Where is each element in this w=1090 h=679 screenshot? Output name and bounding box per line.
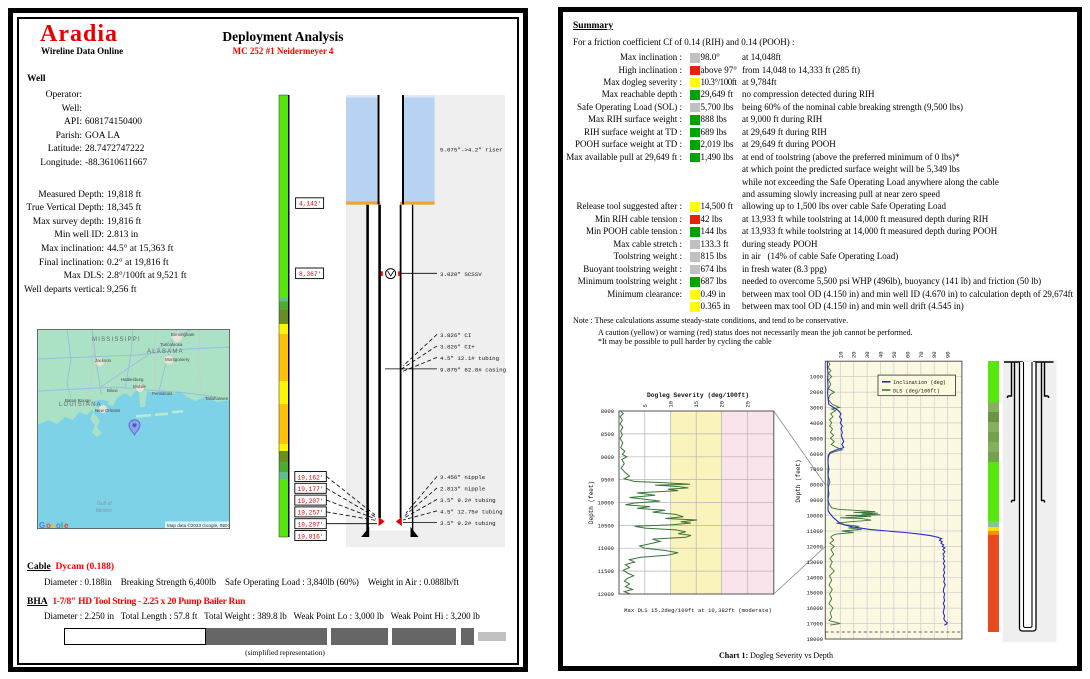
svg-text:o: o xyxy=(46,521,51,529)
svg-text:17000: 17000 xyxy=(806,621,823,628)
svg-text:19,257': 19,257' xyxy=(298,510,324,517)
svg-text:10: 10 xyxy=(668,401,675,408)
svg-text:Biloxi: Biloxi xyxy=(107,388,118,393)
svg-text:Tallahassee: Tallahassee xyxy=(205,396,229,401)
svg-text:19,816': 19,816' xyxy=(298,533,324,540)
svg-text:Depth (feet): Depth (feet) xyxy=(795,459,802,502)
svg-text:3.5" 9.2# tubing: 3.5" 9.2# tubing xyxy=(440,497,496,504)
svg-text:G: G xyxy=(39,521,45,529)
svg-text:1000: 1000 xyxy=(810,374,823,381)
svg-text:3.826" CI+: 3.826" CI+ xyxy=(440,344,475,351)
svg-text:Tuscaloosa: Tuscaloosa xyxy=(160,342,183,347)
svg-text:Max DLS 15.2deg/100ft at 10,38: Max DLS 15.2deg/100ft at 10,382ft (moder… xyxy=(624,607,772,614)
svg-text:10500: 10500 xyxy=(597,522,614,529)
svg-text:4000: 4000 xyxy=(810,420,823,427)
svg-text:12000: 12000 xyxy=(597,591,614,598)
svg-text:Dogleg Severity (deg/100ft): Dogleg Severity (deg/100ft) xyxy=(647,392,749,399)
svg-text:5: 5 xyxy=(642,404,649,407)
svg-text:10000: 10000 xyxy=(806,513,823,520)
svg-text:9000: 9000 xyxy=(601,454,614,461)
svg-text:19,207': 19,207' xyxy=(298,498,324,505)
svg-text:13000: 13000 xyxy=(806,559,823,566)
svg-text:11000: 11000 xyxy=(597,545,614,552)
svg-text:4,142': 4,142' xyxy=(299,201,321,208)
svg-text:8000: 8000 xyxy=(810,482,823,489)
svg-text:19,162': 19,162' xyxy=(298,474,324,481)
svg-text:Pensacola: Pensacola xyxy=(152,391,173,396)
svg-text:20: 20 xyxy=(851,351,858,358)
svg-text:Montgomery: Montgomery xyxy=(165,357,190,362)
svg-text:5.075"->4.2" riser: 5.075"->4.2" riser xyxy=(440,147,503,154)
svg-text:10: 10 xyxy=(837,351,844,358)
svg-text:70: 70 xyxy=(918,351,925,358)
svg-text:40: 40 xyxy=(878,351,885,358)
svg-text:LOUISIANA: LOUISIANA xyxy=(59,402,102,408)
svg-text:2.813" nipple: 2.813" nipple xyxy=(440,486,486,493)
svg-text:3.5" 9.2# tubing: 3.5" 9.2# tubing xyxy=(440,520,496,527)
svg-text:8500: 8500 xyxy=(601,431,614,438)
svg-text:Baton Rouge: Baton Rouge xyxy=(65,398,91,403)
svg-text:g: g xyxy=(56,521,61,529)
svg-text:9.875" 62.8# casing: 9.875" 62.8# casing xyxy=(440,367,506,374)
svg-text:6000: 6000 xyxy=(810,451,823,458)
svg-text:30: 30 xyxy=(864,351,871,358)
svg-text:12000: 12000 xyxy=(806,543,823,550)
svg-text:Inclination (deg): Inclination (deg) xyxy=(893,380,946,386)
svg-text:90: 90 xyxy=(945,351,952,358)
svg-text:20: 20 xyxy=(719,401,726,408)
svg-text:4.5" 12.1# tubing: 4.5" 12.1# tubing xyxy=(440,355,499,362)
svg-text:3.826" CI: 3.826" CI xyxy=(440,332,471,339)
svg-text:8,367': 8,367' xyxy=(299,271,321,278)
svg-text:l: l xyxy=(61,521,63,529)
svg-text:2000: 2000 xyxy=(810,389,823,396)
svg-text:19,177': 19,177' xyxy=(298,486,324,493)
svg-text:15000: 15000 xyxy=(806,590,823,597)
svg-text:MISSISSIPPI: MISSISSIPPI xyxy=(92,337,141,343)
svg-text:11000: 11000 xyxy=(806,528,823,535)
svg-text:8000: 8000 xyxy=(601,408,614,415)
svg-text:3.456" nipple: 3.456" nipple xyxy=(440,474,486,481)
svg-text:e: e xyxy=(64,521,69,529)
svg-text:9500: 9500 xyxy=(601,477,614,484)
svg-text:10000: 10000 xyxy=(597,500,614,507)
svg-text:Mexico: Mexico xyxy=(96,508,112,514)
svg-text:25: 25 xyxy=(744,401,751,408)
svg-text:9000: 9000 xyxy=(810,497,823,504)
svg-text:ALABAMA: ALABAMA xyxy=(147,349,184,355)
svg-text:Hattiesburg: Hattiesburg xyxy=(121,377,144,382)
svg-text:Birmingham: Birmingham xyxy=(171,332,195,337)
svg-text:DLS (deg/100ft): DLS (deg/100ft) xyxy=(893,388,940,394)
svg-text:7000: 7000 xyxy=(810,466,823,473)
svg-text:o: o xyxy=(51,521,56,529)
svg-text:15: 15 xyxy=(693,401,700,408)
svg-text:4.5" 12.75# tubing: 4.5" 12.75# tubing xyxy=(440,509,503,516)
svg-text:New Orleans: New Orleans xyxy=(95,408,121,413)
svg-text:16000: 16000 xyxy=(806,605,823,612)
svg-text:5000: 5000 xyxy=(810,435,823,442)
svg-text:Map data ©2023 Google, INEGI: Map data ©2023 Google, INEGI xyxy=(167,522,230,528)
svg-text:11500: 11500 xyxy=(597,568,614,575)
svg-text:18000: 18000 xyxy=(806,636,823,643)
svg-text:80: 80 xyxy=(931,351,938,358)
svg-text:Mobile: Mobile xyxy=(133,384,146,389)
svg-text:Depth (feet): Depth (feet) xyxy=(588,481,595,524)
svg-text:19,297': 19,297' xyxy=(298,522,324,529)
svg-text:Gulf of: Gulf of xyxy=(97,501,112,507)
svg-text:14000: 14000 xyxy=(806,574,823,581)
svg-text:50: 50 xyxy=(891,351,898,358)
svg-text:Jackson: Jackson xyxy=(95,358,112,363)
svg-text:3000: 3000 xyxy=(810,405,823,412)
svg-text:60: 60 xyxy=(904,351,911,358)
svg-text:3.020" SCSSV: 3.020" SCSSV xyxy=(440,271,482,278)
